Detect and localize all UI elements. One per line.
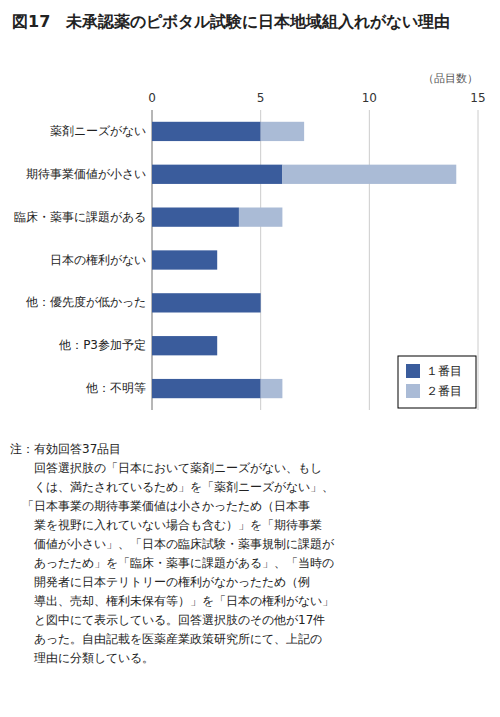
- bar: [152, 250, 217, 269]
- grid-line: [369, 110, 370, 410]
- note-line: あったため」を「臨床・薬事に課題がある」、「当時の: [10, 554, 495, 573]
- legend-label: １番目: [426, 364, 462, 378]
- bar: [152, 122, 261, 141]
- note-line: 導出、売却、権利未保有等）」を「日本の権利がない」: [10, 592, 495, 611]
- tick-label: 10: [362, 91, 377, 105]
- note-line: くは、満たされているため」を「薬剤ニーズがない」、: [10, 478, 495, 497]
- title: 図17 未承認薬のピボタル試験に日本地域組入れがない理由: [12, 10, 482, 33]
- category-label: 他：優先度が低かった: [26, 295, 146, 309]
- bar: [217, 250, 218, 269]
- grid-line: [260, 110, 261, 410]
- bar: [152, 336, 217, 355]
- note-line: 開発者に日本テリトリーの権利がなかったため（例: [10, 573, 495, 592]
- bar: [152, 165, 282, 184]
- note-line: 注：有効回答37品目: [10, 440, 495, 459]
- note-line: 「日本事業の期待事業価値は小さかったため（日本事: [10, 497, 495, 516]
- tick-label: 5: [257, 91, 265, 105]
- note-line: あった。自由記載を医薬産業政策研究所にて、上記の: [10, 630, 495, 649]
- category-label: 薬剤ニーズがない: [50, 124, 146, 138]
- bar: [152, 379, 261, 398]
- category-label: 臨床・薬事に課題がある: [14, 210, 146, 224]
- tick-label: 15: [470, 91, 485, 105]
- bar: [152, 293, 261, 312]
- category-label: 他：不明等: [86, 381, 146, 395]
- note-line: 回答選択肢の「日本において薬剤ニーズがない、もし: [10, 459, 495, 478]
- bar: [152, 208, 239, 227]
- bar: [217, 336, 218, 355]
- bar: [261, 122, 304, 141]
- legend-swatch: [406, 384, 420, 398]
- category-label: 日本の権利がない: [50, 253, 146, 267]
- note-line: 理由に分類している。: [10, 649, 495, 668]
- legend-box: [398, 356, 476, 408]
- bar: [282, 165, 456, 184]
- notes: 注：有効回答37品目 回答選択肢の「日本において薬剤ニーズがない、もし くは、満…: [10, 440, 495, 668]
- tick-label: 0: [148, 91, 156, 105]
- legend: １番目２番目: [398, 356, 476, 408]
- category-label: 期待事業価値が小さい: [26, 167, 146, 181]
- legend-swatch: [406, 364, 420, 378]
- chart: 0 5 10 15 （品目数） 薬剤ニーズがない期待事業価値が小さい臨床・薬事に課題がある…: [0, 64, 500, 424]
- grid-line: [478, 110, 479, 410]
- bar: [261, 379, 283, 398]
- note-line: と図中にて表示している。回答選択肢のその他が17件: [10, 611, 495, 630]
- legend-label: ２番目: [426, 384, 462, 398]
- category-label: 他：P3参加予定: [59, 338, 146, 352]
- bar: [260, 293, 261, 312]
- note-line: 価値が小さい」、「日本の臨床試験・薬事規制に課題が: [10, 535, 495, 554]
- axis-label: （品目数）: [423, 72, 478, 85]
- note-line: 業を視野に入れていない場合も含む）」を「期待事業: [10, 516, 495, 535]
- grid: [152, 110, 478, 410]
- bar: [239, 208, 282, 227]
